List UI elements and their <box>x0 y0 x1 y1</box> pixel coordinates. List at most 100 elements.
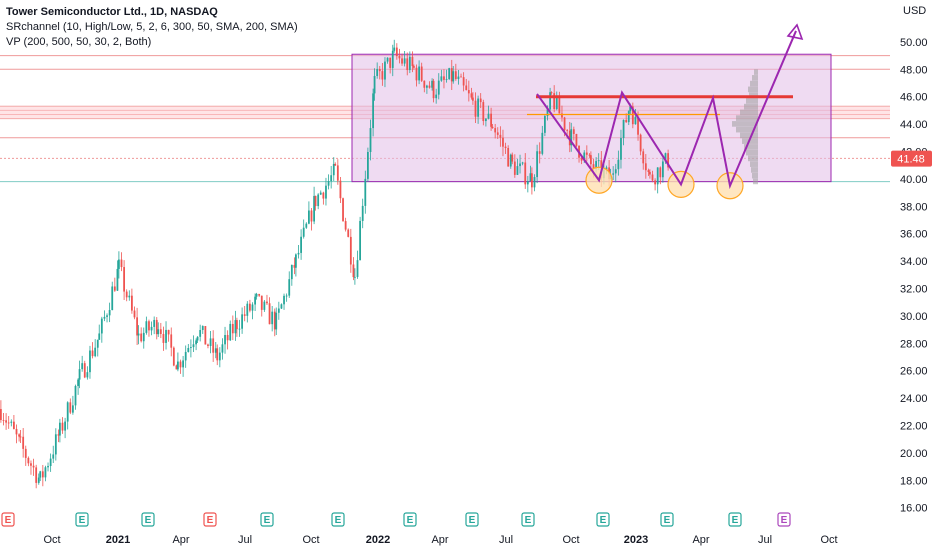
x-tick-label: 2021 <box>106 534 130 546</box>
earnings-marker <box>75 512 89 527</box>
candle-body <box>123 267 125 292</box>
candle-body <box>251 304 254 311</box>
candle-body <box>454 71 457 80</box>
candle-body <box>487 113 490 119</box>
candle-body <box>27 457 30 464</box>
candle-body <box>258 293 261 296</box>
candle-body <box>59 422 61 436</box>
volume-profile-bar <box>749 92 758 98</box>
y-tick-label: 26.00 <box>900 366 928 378</box>
candle-body <box>462 77 465 86</box>
volume-profile-bar <box>744 144 758 150</box>
volume-profile-bar <box>752 172 758 179</box>
candle-body <box>597 160 600 162</box>
candle-body <box>336 165 339 181</box>
axis-layer: USD 16.00 18.00 20.00 22.00 24.00 26.00 28.00 3… <box>43 5 932 546</box>
candle-body <box>317 194 320 207</box>
candle-body <box>561 113 563 118</box>
candle-body <box>293 264 296 268</box>
candle-body <box>544 116 546 133</box>
candle-body <box>24 448 27 458</box>
candle-body <box>572 129 575 134</box>
symbol-title[interactable]: Tower Semiconductor Ltd., 1D, NASDAQ <box>6 6 218 18</box>
indicator-vp[interactable]: VP (200, 500, 50, 30, 2, Both) <box>6 36 152 48</box>
candle-body <box>334 163 337 166</box>
candle-body <box>420 66 423 81</box>
candle-body <box>435 94 438 99</box>
y-tick-label: 30.00 <box>900 311 928 323</box>
candle-body <box>177 361 179 370</box>
candle-body <box>406 58 409 71</box>
candle-body <box>148 321 150 331</box>
candle-body <box>372 93 374 129</box>
candle-body <box>460 76 462 78</box>
candle-body <box>521 162 524 164</box>
chart-legend: Tower Semiconductor Ltd., 1D, NASDAQ SRc… <box>6 5 298 50</box>
candle-body <box>550 92 553 94</box>
candle-body <box>490 113 492 127</box>
candle-body <box>408 56 411 71</box>
candle-body <box>529 173 532 181</box>
candle-body <box>49 458 52 467</box>
candle-body <box>106 315 108 317</box>
candle-body <box>664 153 667 162</box>
candle-body <box>533 177 536 188</box>
candle-body <box>280 304 283 309</box>
earnings-marker <box>596 512 610 527</box>
candle-body <box>654 180 656 185</box>
candle-body <box>361 205 364 221</box>
indicator-srchannel[interactable]: SRchannel (10, High/Low, 5, 2, 6, 300, 5… <box>6 21 298 33</box>
y-tick-label: 28.00 <box>900 338 928 350</box>
candle-body <box>157 329 160 335</box>
x-tick-label: Jul <box>238 534 252 546</box>
candle-body <box>381 71 384 80</box>
earnings-marker <box>728 512 742 527</box>
candle-body <box>140 333 143 342</box>
candle-body <box>184 351 187 361</box>
candle-body <box>195 340 197 345</box>
candle-body <box>275 312 278 330</box>
candle-body <box>644 163 647 171</box>
earnings-marker-label: E <box>407 515 414 526</box>
candle-body <box>662 161 664 178</box>
candle-body <box>637 116 639 135</box>
candle-body <box>179 361 182 368</box>
candle-body <box>592 164 595 170</box>
candle-body <box>322 192 325 199</box>
candle-body <box>496 132 499 135</box>
candle-body <box>364 178 367 206</box>
candle-body <box>108 310 111 316</box>
volume-profile-layer <box>732 69 758 185</box>
candle-body <box>411 56 414 67</box>
candle-body <box>472 97 474 101</box>
x-tick-label: Oct <box>820 534 837 546</box>
candle-body <box>162 333 165 343</box>
candle-body <box>83 363 86 378</box>
candle-body <box>175 365 178 370</box>
candle-body <box>314 195 317 207</box>
candle-body <box>52 454 55 459</box>
candle-body <box>241 314 243 329</box>
candle-body <box>450 68 453 82</box>
candle-body <box>349 236 352 265</box>
candle-body <box>231 323 234 334</box>
candle-body <box>41 471 44 478</box>
earnings-marker-label: E <box>781 515 788 526</box>
candle-body <box>201 326 204 331</box>
earnings-marker <box>141 512 155 527</box>
candle-body <box>167 329 170 335</box>
earnings-marker <box>521 512 535 527</box>
candle-body <box>0 409 2 421</box>
y-tick-label: 32.00 <box>900 284 928 296</box>
candle-body <box>588 154 591 156</box>
candle-body <box>32 465 35 468</box>
candle-body <box>234 320 237 334</box>
candle-body <box>558 96 561 114</box>
candle-body <box>651 174 654 181</box>
candle-body <box>339 180 342 199</box>
candle-body <box>536 151 538 178</box>
candle-body <box>145 321 148 333</box>
earnings-marker <box>777 512 791 527</box>
candle-body <box>403 58 406 64</box>
